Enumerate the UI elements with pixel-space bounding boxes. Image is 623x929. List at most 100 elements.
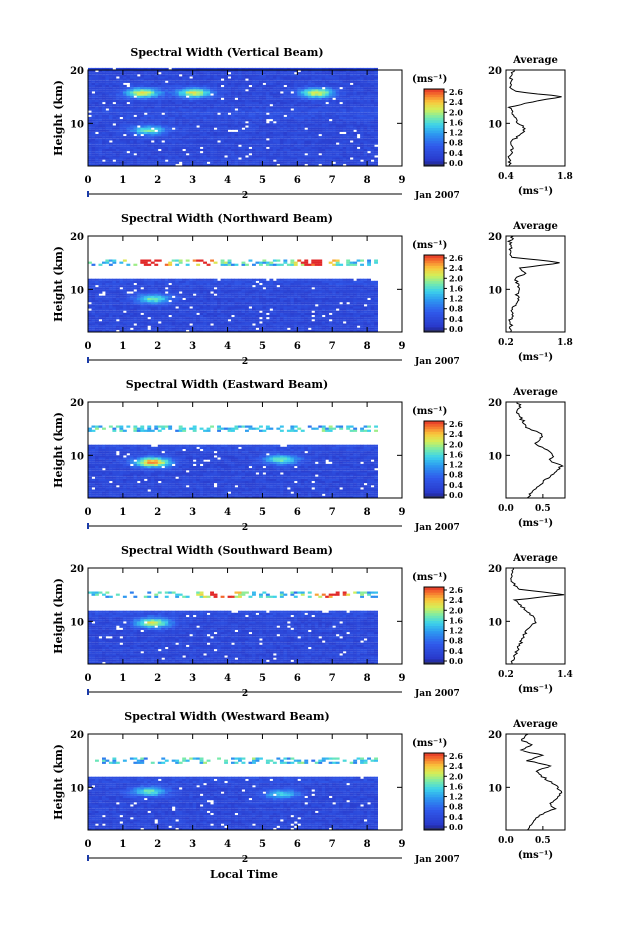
heatmap-cell bbox=[206, 112, 211, 115]
heatmap-cell bbox=[147, 142, 152, 145]
heatmap-cell bbox=[276, 314, 281, 318]
heatmap-cell bbox=[360, 112, 364, 115]
heatmap-cell bbox=[213, 155, 218, 158]
heatmap-cell bbox=[91, 114, 96, 117]
heatmap-cells bbox=[88, 67, 378, 167]
heatmap-cell bbox=[189, 116, 194, 120]
heatmap-cell bbox=[283, 82, 288, 85]
heatmap-cell bbox=[276, 116, 281, 120]
heatmap-cell bbox=[122, 312, 127, 315]
heatmap-cell bbox=[231, 310, 235, 313]
heatmap-cell bbox=[370, 302, 375, 305]
heatmap-cell bbox=[255, 93, 260, 96]
heatmap-cell bbox=[248, 125, 253, 128]
heatmap-cell bbox=[259, 89, 263, 92]
heatmap-cell bbox=[227, 108, 232, 111]
heatmap-cell bbox=[255, 319, 260, 322]
heatmap-cell bbox=[234, 80, 239, 83]
heatmap-cell bbox=[272, 146, 277, 149]
heatmap-cell bbox=[102, 89, 106, 92]
heatmap-cell bbox=[353, 163, 358, 167]
heatmap-cell bbox=[168, 140, 173, 143]
heatmap-cell bbox=[241, 138, 246, 141]
heatmap-cell bbox=[185, 97, 190, 100]
heatmap-cell bbox=[136, 146, 141, 149]
heatmap-cell bbox=[245, 300, 249, 303]
heatmap-cell bbox=[300, 317, 305, 320]
heatmap-cell bbox=[105, 106, 110, 109]
heatmap-cell bbox=[367, 99, 371, 103]
heatmap-cell bbox=[349, 131, 354, 135]
heatmap-cell bbox=[349, 95, 354, 98]
heatmap-cell bbox=[140, 148, 145, 152]
heatmap-cell bbox=[363, 104, 368, 107]
heatmap-cell bbox=[360, 97, 364, 100]
heatmap-cell bbox=[332, 138, 337, 141]
heatmap-cell bbox=[297, 304, 302, 307]
heatmap-cell bbox=[297, 138, 302, 141]
heatmap-cell bbox=[213, 153, 218, 156]
heatmap-cell bbox=[370, 112, 375, 115]
heatmap-cell bbox=[353, 314, 358, 318]
heatmap-cell bbox=[293, 67, 298, 71]
heatmap-cell bbox=[182, 110, 187, 113]
heatmap-cell bbox=[91, 131, 96, 135]
heatmap-cell bbox=[88, 95, 92, 98]
heatmap-cell bbox=[300, 125, 305, 128]
heatmap-cell bbox=[182, 67, 187, 71]
heatmap-cell bbox=[300, 142, 305, 145]
heatmap-cell bbox=[91, 314, 96, 318]
heatmap-cell bbox=[136, 153, 141, 156]
heatmap-cell bbox=[136, 110, 141, 113]
heatmap-cell bbox=[353, 102, 358, 105]
heatmap-cell bbox=[342, 67, 347, 71]
heatmap-cell bbox=[95, 304, 99, 307]
heatmap-cell bbox=[290, 300, 295, 303]
heatmap-cell bbox=[105, 300, 110, 303]
heatmap-cell bbox=[88, 72, 92, 75]
heatmap-cell bbox=[182, 127, 187, 130]
heatmap-cell bbox=[185, 308, 190, 311]
heatmap-cell bbox=[325, 163, 330, 167]
heatmap-cell bbox=[349, 116, 354, 120]
heatmap-cell bbox=[241, 129, 246, 132]
heatmap-cell bbox=[105, 131, 110, 135]
heatmap-cell bbox=[293, 112, 298, 115]
heatmap-cell bbox=[276, 319, 281, 322]
heatmap-cell bbox=[164, 317, 169, 320]
heatmap-cell bbox=[203, 327, 207, 330]
heatmap-cell bbox=[95, 87, 99, 90]
heatmap-cell bbox=[293, 310, 298, 313]
heatmap-cell bbox=[199, 123, 204, 126]
heatmap-cell bbox=[245, 119, 249, 122]
heatmap-cell bbox=[335, 80, 340, 83]
heatmap-cell bbox=[189, 84, 194, 88]
heatmap-cell bbox=[276, 87, 281, 90]
heatmap-cell bbox=[150, 304, 155, 307]
heatmap-cell bbox=[283, 163, 288, 167]
heatmap-cell bbox=[129, 144, 134, 147]
heatmap-cell bbox=[171, 80, 176, 83]
heatmap-cell bbox=[133, 127, 138, 130]
heatmap-cell bbox=[178, 151, 183, 154]
heatmap-cell bbox=[259, 312, 263, 315]
heatmap-cell bbox=[370, 129, 375, 132]
heatmap-cell bbox=[307, 129, 312, 132]
heatmap-cell bbox=[276, 153, 281, 156]
colorbar-segment bbox=[424, 91, 444, 95]
heatmap-cell bbox=[262, 155, 267, 158]
heatmap-cell bbox=[279, 125, 284, 128]
heatmap-cell bbox=[133, 67, 138, 71]
heatmap-cell bbox=[133, 308, 138, 311]
heatmap-cell bbox=[217, 129, 221, 132]
heatmap-cell bbox=[154, 314, 159, 318]
heatmap-cell bbox=[255, 312, 260, 315]
heatmap-cell bbox=[203, 70, 207, 73]
heatmap-cell bbox=[325, 142, 330, 145]
heatmap-cell bbox=[143, 104, 148, 107]
heatmap-cell bbox=[332, 84, 337, 88]
heatmap-cell bbox=[210, 327, 214, 330]
heatmap-cell bbox=[349, 87, 354, 90]
heatmap-cell bbox=[119, 72, 124, 75]
heatmap-cell bbox=[171, 144, 176, 147]
